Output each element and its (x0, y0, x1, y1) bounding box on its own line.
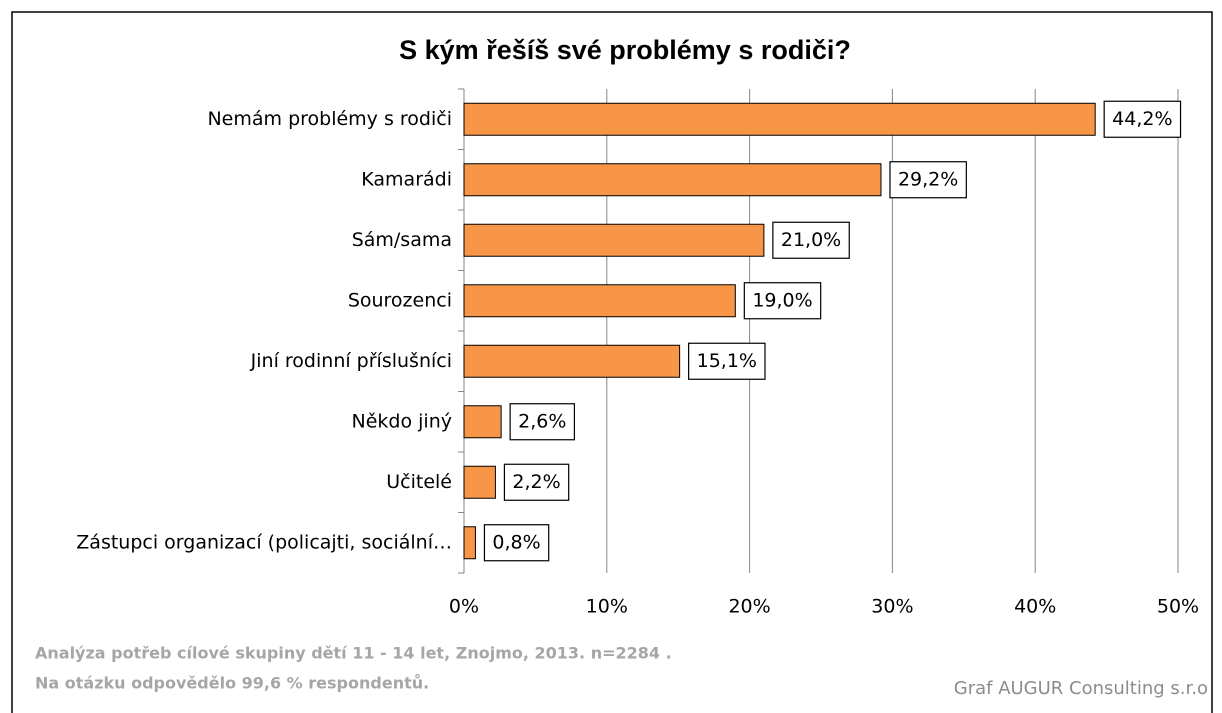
x-tick-label: 10% (586, 596, 628, 618)
bar (463, 102, 1096, 136)
chart-title: S kým řešíš své problémy s rodiči? (399, 35, 851, 65)
bar (463, 223, 765, 257)
bar (463, 344, 681, 378)
bar (463, 526, 476, 560)
value-label: 44,2% (1112, 108, 1172, 130)
bar (463, 163, 882, 197)
y-tick-label: Nemám problémy s rodiči (207, 108, 452, 130)
value-label: 2,6% (518, 410, 566, 432)
bar (463, 465, 496, 499)
value-label: 21,0% (781, 229, 841, 251)
value-label-box (743, 282, 822, 320)
value-label-box (1103, 100, 1182, 138)
y-tick-label: Zástupci organizací (policajti, sociální… (76, 531, 452, 553)
bar (463, 405, 502, 439)
y-tick-label: Někdo jiný (352, 410, 452, 432)
y-tick-label: Sám/sama (352, 229, 452, 251)
x-tick-label: 50% (1157, 596, 1199, 618)
x-tick-label: 20% (728, 596, 770, 618)
y-tick-label: Kamarádi (361, 168, 452, 190)
value-label-box (772, 221, 850, 259)
value-label: 15,1% (697, 350, 757, 372)
value-label: 2,2% (512, 471, 560, 493)
value-label: 0,8% (492, 531, 540, 553)
bar (463, 284, 736, 318)
value-label-box (688, 342, 766, 380)
x-tick-label: 30% (871, 596, 913, 618)
y-tick-label: Učitelé (386, 471, 452, 493)
footnote: Na otázku odpovědělo 99,6 % respondentů. (35, 674, 429, 693)
credit: Graf AUGUR Consulting s.r.o (954, 678, 1208, 699)
footnote: Analýza potřeb cílové skupiny dětí 11 - … (35, 644, 672, 663)
value-label-box (889, 161, 967, 199)
value-label-box (483, 524, 550, 562)
value-label-box (509, 403, 576, 441)
value-label: 19,0% (752, 289, 812, 311)
y-tick-label: Jiní rodinní příslušníci (250, 350, 452, 372)
y-tick-label: Sourozenci (348, 289, 452, 311)
value-label-box (503, 463, 570, 501)
x-tick-label: 0% (449, 596, 479, 618)
value-label: 29,2% (898, 168, 958, 190)
x-tick-label: 40% (1014, 596, 1056, 618)
